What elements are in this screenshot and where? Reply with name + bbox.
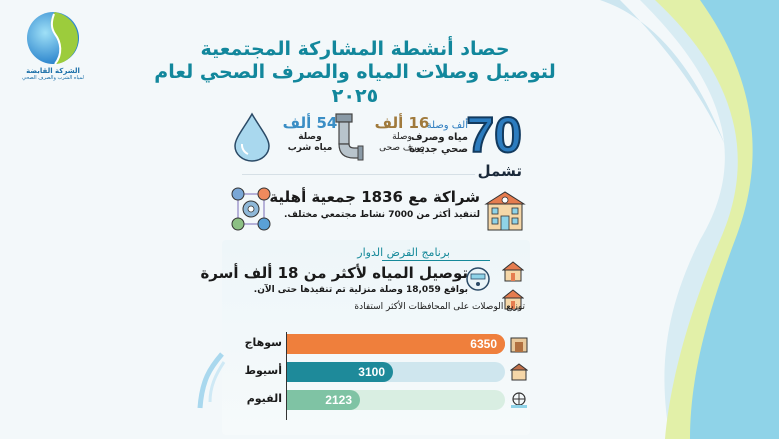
total-line1: ألف وصلة (426, 120, 468, 131)
divider (242, 174, 475, 175)
logo-name-line2: لمياه الشرب والصرف الصحي (22, 75, 84, 81)
temple-icon (510, 337, 528, 353)
program-title: برنامج القرض الدوار (357, 246, 450, 259)
page-title: حصاد أنشطة المشاركة المجتمعية لتوصيل وصل… (140, 38, 570, 108)
water-meter-icon (466, 267, 490, 291)
sewage-line2: صرف صحى (379, 143, 425, 153)
program-subline: بواقع 18,059 وصلة منزلية تم تنفيذها حتى … (253, 285, 468, 295)
water-line1: وصلة (298, 132, 322, 142)
program-title-underline (382, 260, 490, 261)
house-icon (502, 261, 524, 282)
bar-value: 6350 (287, 334, 505, 354)
waterwheel-icon (511, 392, 527, 408)
school-building-icon (484, 191, 526, 231)
bar-label: أسيوط (244, 364, 282, 377)
water-number: 54 ألف (282, 114, 338, 132)
distribution-title: توزيع الوصلات على المحافظات الأكثر استفا… (354, 302, 525, 312)
sewage-stat: 16 ألف وصلة صرف صحى (372, 114, 432, 154)
sewage-number: 16 ألف (374, 114, 430, 132)
partnership-row: شراكة مع 1836 جمعية أهلية لتنفيذ أكثر من… (222, 184, 530, 236)
company-logo: الشركة القابضة لمياه الشرب والصرف الصحي (18, 10, 88, 100)
house-icon (502, 289, 524, 310)
building-icon (510, 363, 528, 381)
title-line1: حصاد أنشطة المشاركة المجتمعية (200, 38, 510, 60)
bar-track: 6350 (287, 334, 505, 354)
title-line2: لتوصيل وصلات المياه والصرف الصحي لعام ٢٠… (154, 61, 556, 107)
community-network-icon (231, 187, 271, 231)
total-connections-number: 70 (465, 107, 523, 163)
includes-label: تشمل (477, 162, 522, 180)
bar-row-assiut: أسيوط 3100 (222, 362, 530, 382)
program-headline: توصيل المياه لأكثر من 18 ألف أسرة (200, 264, 468, 282)
bar-track: 2123 (287, 390, 505, 410)
partnership-headline: شراكة مع 1836 جمعية أهلية (269, 188, 480, 206)
revolving-loan-panel: برنامج القرض الدوار توصيل المياه لأكثر م… (200, 240, 530, 435)
sewage-line1: وصلة (392, 132, 412, 142)
bar-value: 2123 (287, 390, 360, 410)
logo-name-line1: الشركة القابضة (26, 67, 80, 75)
infographic-card: 70 ألف وصلة مياه وصرف صحي جديدة تشمل 16 … (200, 102, 530, 435)
bar-value: 3100 (287, 362, 393, 382)
governorate-bar-chart: سوهاج 6350 أسيوط 3100 (222, 324, 530, 424)
water-drop-icon (234, 112, 270, 162)
partnership-subline: لتنفيذ أكثر من 7000 نشاط مجتمعي مختلف. (284, 210, 480, 220)
total-connections-text: ألف وصلة مياه وصرف صحي جديدة (409, 120, 468, 156)
water-stat: 54 ألف وصلة مياه شرب (280, 114, 340, 154)
water-line2: مياه شرب (287, 143, 333, 153)
bar-label: الفيوم (246, 392, 282, 405)
water-splash-icon (197, 352, 226, 409)
summary-row: 70 ألف وصلة مياه وصرف صحي جديدة تشمل 16 … (222, 102, 530, 182)
logo-globe-icon (27, 12, 79, 65)
total-line3: صحي جديدة (409, 144, 468, 155)
bar-row-fayoum: الفيوم 2123 (222, 390, 530, 410)
total-line2: مياه وصرف (410, 132, 468, 143)
bar-label: سوهاج (244, 336, 282, 349)
bar-row-sohag: سوهاج 6350 (222, 334, 530, 354)
bar-track: 3100 (287, 362, 505, 382)
pipe-icon (335, 113, 364, 161)
chart-axis (286, 332, 287, 420)
